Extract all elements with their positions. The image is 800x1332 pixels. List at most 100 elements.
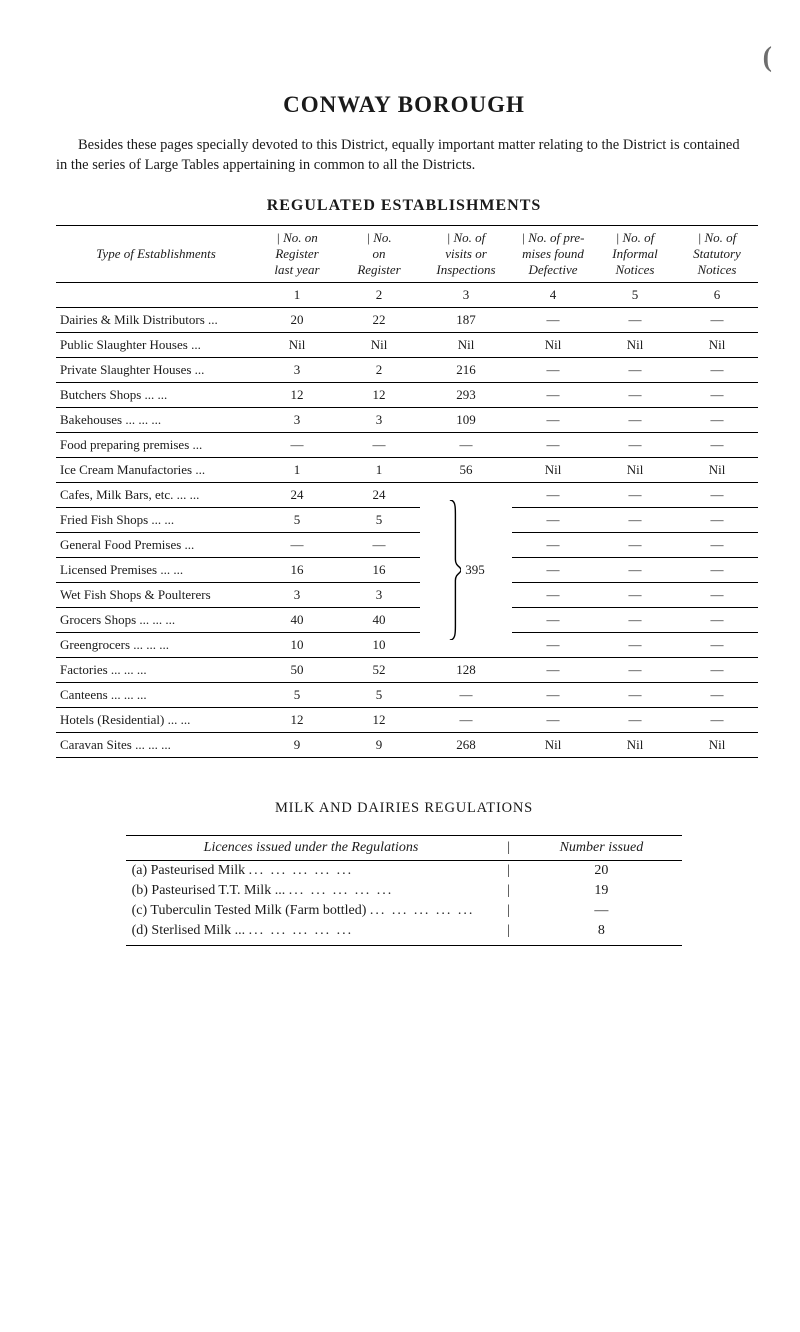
cell: 1 (256, 458, 338, 483)
cell: — (594, 708, 676, 733)
inspections-merged-value: 395 (465, 562, 485, 578)
cell: — (594, 533, 676, 558)
row-label: Fried Fish Shops ... ... (56, 508, 256, 533)
regulated-establishments-table: Type of Establishments | No. onRegisterl… (56, 225, 758, 758)
header-col-3: | No. ofvisits orInspections (420, 226, 512, 283)
cell: — (676, 358, 758, 383)
cell: 56 (420, 458, 512, 483)
cell: Nil (676, 458, 758, 483)
table-row: Fried Fish Shops ... ...55——— (56, 508, 758, 533)
milk-row-label: (c) Tuberculin Tested Milk (Farm bottled… (126, 901, 497, 921)
header-type: Type of Establishments (56, 226, 256, 283)
row-label: Licensed Premises ... ... (56, 558, 256, 583)
table-row: Hotels (Residential) ... ...1212———— (56, 708, 758, 733)
table-row: Bakehouses ... ... ...33109——— (56, 408, 758, 433)
table-row: Factories ... ... ...5052128——— (56, 658, 758, 683)
milk-row-label: (b) Pasteurised T.T. Milk ... ... ... ..… (126, 881, 497, 901)
cell: — (676, 583, 758, 608)
table-row: Wet Fish Shops & Poulterers33——— (56, 583, 758, 608)
cell: 3 (256, 583, 338, 608)
cell: — (512, 508, 594, 533)
table-colnum-row: 1 2 3 4 5 6 (56, 283, 758, 308)
cell: — (676, 533, 758, 558)
cell: — (594, 358, 676, 383)
row-label: Dairies & Milk Distributors ... (56, 308, 256, 333)
cell: Nil (420, 333, 512, 358)
cell: — (256, 533, 338, 558)
regulated-establishments-heading: REGULATED ESTABLISHMENTS (56, 197, 752, 215)
intro-paragraph: Besides these pages specially devoted to… (56, 136, 752, 175)
cell: — (512, 558, 594, 583)
cell: — (512, 383, 594, 408)
milk-header-right: Number issued (520, 836, 682, 861)
cell: — (512, 308, 594, 333)
cell: — (594, 658, 676, 683)
cell: 16 (338, 558, 420, 583)
cell: 216 (420, 358, 512, 383)
milk-table: Licences issued under the Regulations | … (126, 835, 683, 946)
row-label: Canteens ... ... ... (56, 683, 256, 708)
header-col-1: | No. onRegisterlast year (256, 226, 338, 283)
milk-row-value: 19 (520, 881, 682, 901)
table-header-row: Type of Establishments | No. onRegisterl… (56, 226, 758, 283)
table-row: General Food Premises ...————— (56, 533, 758, 558)
cell: — (594, 558, 676, 583)
cell: 3 (256, 408, 338, 433)
table-row: Public Slaughter Houses ...NilNilNilNilN… (56, 333, 758, 358)
cell: — (676, 558, 758, 583)
cell: — (676, 433, 758, 458)
cell: — (676, 508, 758, 533)
milk-row-sep: | (496, 921, 520, 946)
milk-row-value: — (520, 901, 682, 921)
inspections-merged-cell: 395 (420, 483, 512, 658)
corner-mark: ( (763, 42, 770, 74)
cell: 16 (256, 558, 338, 583)
header-col-6: | No. ofStatutoryNotices (676, 226, 758, 283)
table-row: Ice Cream Manufactories ...1156NilNilNil (56, 458, 758, 483)
cell: — (338, 433, 420, 458)
cell: 5 (338, 683, 420, 708)
cell: — (594, 633, 676, 658)
cell: — (594, 383, 676, 408)
table-row: Cafes, Milk Bars, etc. ... ...2424395——— (56, 483, 758, 508)
cell: — (594, 408, 676, 433)
cell: 5 (256, 508, 338, 533)
cell: 109 (420, 408, 512, 433)
cell: — (594, 433, 676, 458)
cell: — (676, 708, 758, 733)
table-row: Dairies & Milk Distributors ...2022187——… (56, 308, 758, 333)
row-label: Bakehouses ... ... ... (56, 408, 256, 433)
cell: 2 (338, 358, 420, 383)
milk-row: (c) Tuberculin Tested Milk (Farm bottled… (126, 901, 683, 921)
colnum-2: 2 (338, 283, 420, 308)
cell: — (512, 483, 594, 508)
milk-row-sep: | (496, 861, 520, 882)
table-row: Food preparing premises ...—————— (56, 433, 758, 458)
milk-row: (b) Pasteurised T.T. Milk ... ... ... ..… (126, 881, 683, 901)
cell: Nil (256, 333, 338, 358)
table-row: Butchers Shops ... ...1212293——— (56, 383, 758, 408)
cell: — (676, 608, 758, 633)
cell: Nil (594, 733, 676, 758)
cell: — (338, 533, 420, 558)
cell: — (512, 608, 594, 633)
row-label: Ice Cream Manufactories ... (56, 458, 256, 483)
header-col-5: | No. ofInformalNotices (594, 226, 676, 283)
cell: — (676, 408, 758, 433)
table-row: Greengrocers ... ... ...1010——— (56, 633, 758, 658)
cell: — (420, 683, 512, 708)
colnum-5: 5 (594, 283, 676, 308)
cell: 293 (420, 383, 512, 408)
cell: Nil (512, 333, 594, 358)
cell: 40 (338, 608, 420, 633)
cell: — (676, 308, 758, 333)
cell: 1 (338, 458, 420, 483)
cell: Nil (676, 333, 758, 358)
cell: 3 (256, 358, 338, 383)
table-row: Licensed Premises ... ...1616——— (56, 558, 758, 583)
table-row: Canteens ... ... ...55———— (56, 683, 758, 708)
cell: 22 (338, 308, 420, 333)
cell: 128 (420, 658, 512, 683)
cell: 3 (338, 583, 420, 608)
cell: 24 (256, 483, 338, 508)
